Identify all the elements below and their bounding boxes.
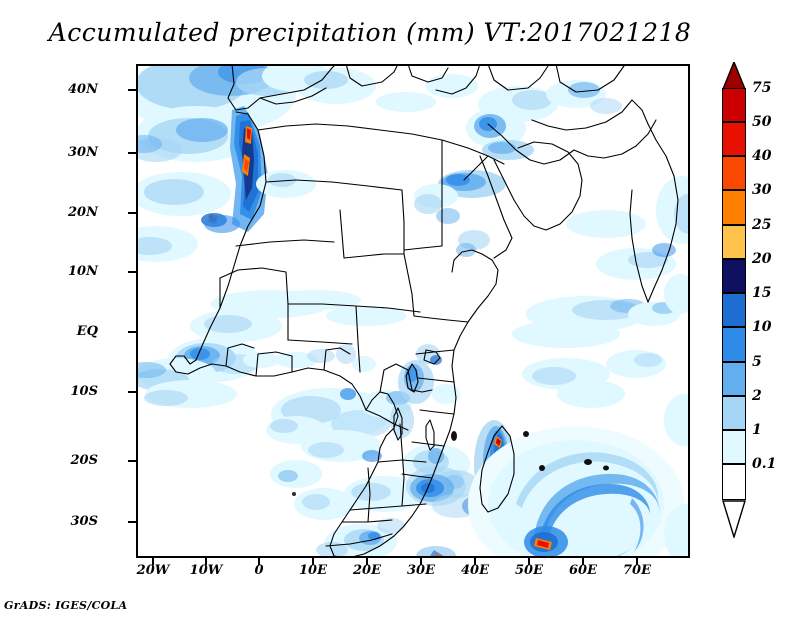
x-axis-label: 70E — [623, 563, 651, 578]
colorbar-label: 25 — [752, 217, 772, 233]
x-tick — [582, 558, 584, 565]
colorbar-segment-2[interactable] — [722, 396, 746, 430]
colorbar-segment-15[interactable] — [722, 293, 746, 327]
colorbar-label: 10 — [752, 319, 772, 335]
colorbar-label: 50 — [752, 114, 772, 130]
colorbar-segment-10[interactable] — [722, 327, 746, 362]
colorbar-segment-25[interactable] — [722, 225, 746, 259]
y-axis-label: 30S — [70, 514, 98, 529]
y-axis-label: 10S — [70, 384, 98, 399]
colorbar-over-arrow — [722, 62, 746, 90]
colorbar-label: 1 — [752, 422, 762, 438]
colorbar-segment-75[interactable] — [722, 88, 746, 122]
x-tick — [636, 558, 638, 565]
colorbar-segment-30[interactable] — [722, 190, 746, 225]
y-axis-label: 10N — [68, 264, 98, 279]
precip-field — [136, 64, 690, 558]
x-axis-label: 10E — [299, 563, 327, 578]
y-tick — [128, 521, 136, 523]
y-axis-label: 20N — [68, 205, 98, 220]
coastline-overlay — [169, 64, 679, 558]
x-tick — [366, 558, 368, 565]
x-axis-label: 30E — [407, 563, 435, 578]
x-axis-label: 60E — [569, 563, 597, 578]
y-axis-label: 40N — [68, 82, 98, 97]
y-tick — [128, 89, 136, 91]
colorbar-label: 40 — [752, 148, 772, 164]
y-axis-label: 20S — [70, 453, 98, 468]
x-axis-label: 50E — [515, 563, 543, 578]
x-tick — [205, 558, 207, 565]
colorbar-label: 20 — [752, 251, 772, 267]
x-axis-label: 0 — [254, 563, 264, 578]
colorbar-segment-1[interactable] — [722, 430, 746, 464]
x-tick — [474, 558, 476, 565]
x-tick — [312, 558, 314, 565]
colorbar[interactable] — [722, 62, 746, 538]
page-title: Accumulated precipitation (mm) VT:201702… — [48, 18, 692, 47]
x-axis-label: 40E — [461, 563, 489, 578]
x-axis-label: 20E — [353, 563, 381, 578]
colorbar-under-arrow — [722, 500, 746, 538]
y-axis-label: 30N — [68, 145, 98, 160]
colorbar-label: 2 — [752, 388, 762, 404]
colorbar-label: 15 — [752, 285, 772, 301]
y-tick — [128, 152, 136, 154]
y-tick — [128, 212, 136, 214]
colorbar-segment-40[interactable] — [722, 156, 746, 190]
y-tick — [128, 391, 136, 393]
precipitation-map — [136, 64, 690, 558]
colorbar-label: 30 — [752, 182, 772, 198]
x-tick — [528, 558, 530, 565]
map-svg — [136, 64, 690, 558]
x-axis-label: 10W — [189, 563, 223, 578]
y-tick — [128, 460, 136, 462]
x-tick — [420, 558, 422, 565]
x-axis-label: 20W — [136, 563, 170, 578]
colorbar-segment-20[interactable] — [722, 259, 746, 293]
colorbar-label: 0.1 — [752, 456, 777, 472]
y-axis-label: EQ — [76, 324, 98, 339]
colorbar-segment-50[interactable] — [722, 122, 746, 156]
y-tick — [128, 331, 136, 333]
colorbar-label: 75 — [752, 80, 772, 96]
colorbar-segment-0.1[interactable] — [722, 464, 746, 500]
x-tick — [152, 558, 154, 565]
x-tick — [258, 558, 260, 565]
y-tick — [128, 271, 136, 273]
colorbar-label: 5 — [752, 354, 762, 370]
colorbar-segment-5[interactable] — [722, 362, 746, 396]
credit-text: GrADS: IGES/COLA — [4, 599, 128, 612]
